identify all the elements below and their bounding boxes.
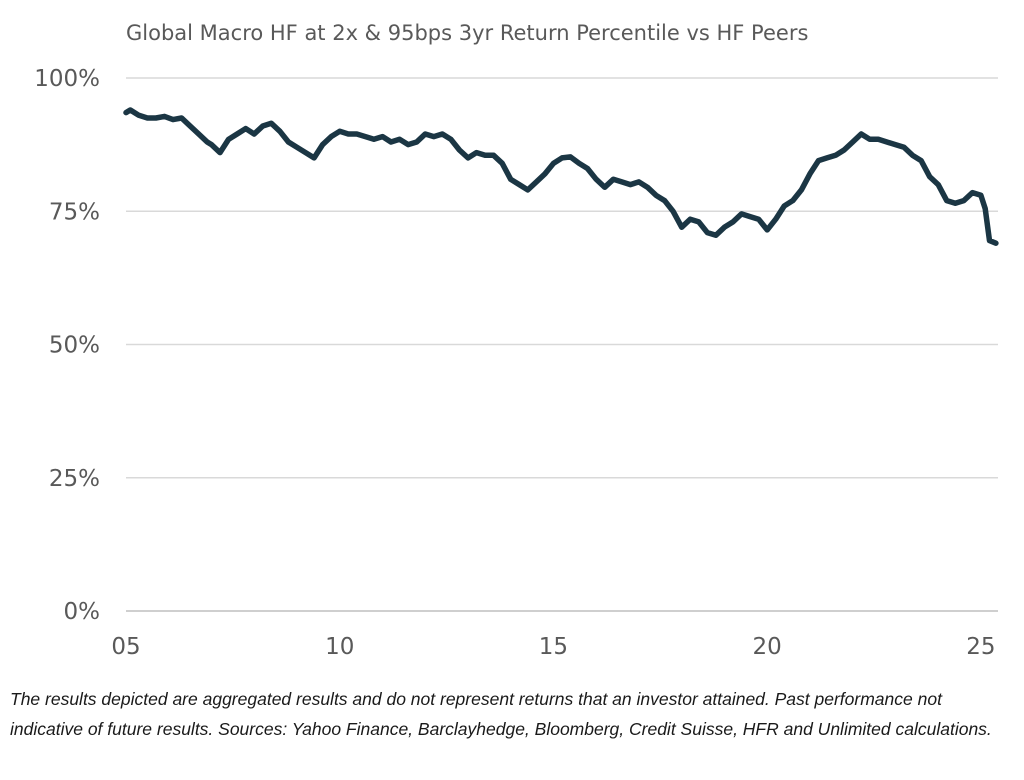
x-tick-label: 25: [966, 634, 995, 660]
x-tick-label: 10: [325, 634, 354, 660]
y-tick-label: 100%: [34, 66, 100, 92]
y-tick-label: 50%: [49, 333, 100, 359]
footnote: The results depicted are aggregated resu…: [10, 689, 992, 739]
series-layer: [123, 107, 999, 246]
y-tick-label: 75%: [49, 199, 100, 225]
chart-figure: Global Macro HF at 2x & 95bps 3yr Return…: [34, 21, 999, 660]
y-tick-label: 25%: [49, 466, 100, 492]
gridlines: [126, 77, 998, 479]
axes: 0% 25% 50% 75% 100% 05 10 15 20 25: [34, 66, 998, 660]
chart-title: Global Macro HF at 2x & 95bps 3yr Return…: [126, 21, 808, 45]
x-tick-label: 15: [539, 634, 568, 660]
x-tick-label: 20: [753, 634, 782, 660]
line-chart: Global Macro HF at 2x & 95bps 3yr Return…: [34, 21, 999, 660]
x-tick-label: 05: [111, 634, 140, 660]
series-line-0: [123, 107, 999, 246]
y-tick-label: 0%: [64, 599, 101, 625]
